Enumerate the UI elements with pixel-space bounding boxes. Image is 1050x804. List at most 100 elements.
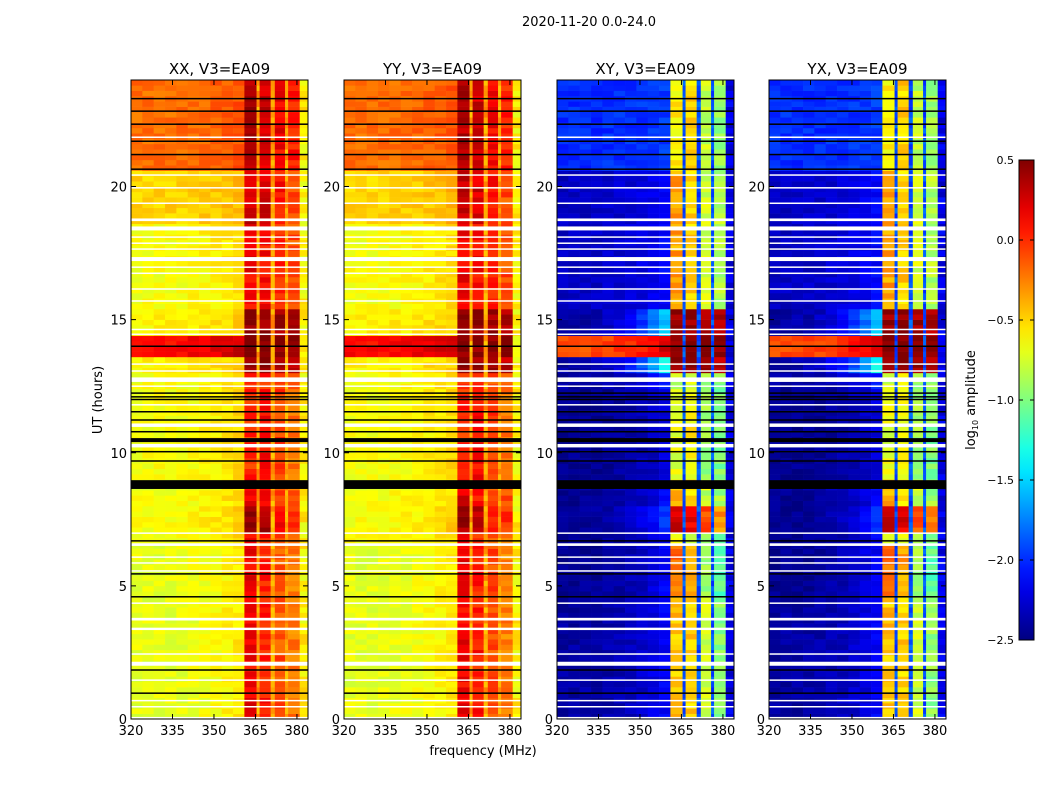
heatmap-cell bbox=[288, 213, 300, 219]
flagged-row bbox=[131, 618, 308, 621]
heatmap-cell bbox=[222, 197, 234, 203]
heatmap-cell bbox=[488, 357, 499, 363]
heatmap-cell bbox=[355, 282, 367, 288]
heatmap-cell bbox=[501, 405, 513, 411]
heatmap-cell bbox=[636, 714, 648, 720]
heatmap-cell bbox=[244, 453, 256, 459]
heatmap-cell bbox=[257, 91, 260, 97]
heatmap-cell bbox=[470, 714, 473, 720]
black-row bbox=[131, 480, 308, 489]
heatmap-cell bbox=[288, 549, 300, 555]
heatmap-cell bbox=[154, 634, 166, 640]
heatmap-cell bbox=[412, 208, 424, 214]
heatmap-cell bbox=[488, 208, 499, 214]
heatmap-cell bbox=[244, 405, 256, 411]
heatmap-cell bbox=[648, 613, 660, 619]
heatmap-cell bbox=[513, 522, 522, 528]
heatmap-cell bbox=[488, 144, 499, 150]
heatmap-cell bbox=[457, 91, 469, 97]
heatmap-cell bbox=[257, 250, 260, 256]
heatmap-cell bbox=[498, 506, 501, 512]
heatmap-cell bbox=[412, 128, 424, 134]
heatmap-cell bbox=[389, 426, 401, 432]
heatmap-cell bbox=[271, 703, 275, 709]
heatmap-cell bbox=[288, 346, 300, 352]
heatmap-cell bbox=[233, 128, 245, 134]
heatmap-cell bbox=[260, 144, 271, 150]
heatmap-cell bbox=[513, 517, 522, 523]
heatmap-cell bbox=[300, 245, 309, 251]
heatmap-cell bbox=[344, 160, 356, 166]
heatmap-cell bbox=[473, 714, 484, 720]
heatmap-cell bbox=[557, 682, 569, 688]
heatmap-cell bbox=[300, 586, 309, 592]
heatmap-cell bbox=[271, 634, 275, 640]
heatmap-cell bbox=[488, 682, 499, 688]
heatmap-cell bbox=[401, 559, 413, 565]
heatmap-cell bbox=[435, 362, 447, 368]
heatmap-cell bbox=[423, 112, 435, 118]
heatmap-cell bbox=[501, 644, 513, 650]
heatmap-cell bbox=[355, 80, 367, 86]
heatmap-cell bbox=[367, 495, 379, 501]
heatmap-cell bbox=[498, 91, 501, 97]
heatmap-cell bbox=[199, 133, 211, 139]
heatmap-cell bbox=[176, 506, 188, 512]
heatmap-cell bbox=[501, 330, 513, 336]
heatmap-cell bbox=[470, 463, 473, 469]
heatmap-cell bbox=[176, 293, 188, 299]
heatmap-cell bbox=[285, 80, 288, 86]
heatmap-cell bbox=[176, 112, 188, 118]
heatmap-cell bbox=[176, 527, 188, 533]
flagged-row bbox=[344, 203, 521, 205]
heatmap-cell bbox=[131, 208, 143, 214]
heatmap-cell bbox=[210, 575, 222, 581]
heatmap-cell bbox=[165, 644, 177, 650]
heatmap-cell bbox=[257, 506, 260, 512]
heatmap-cell bbox=[446, 101, 458, 107]
heatmap-cell bbox=[513, 123, 522, 129]
heatmap-cell bbox=[488, 453, 499, 459]
black-row bbox=[131, 573, 308, 575]
heatmap-cell bbox=[344, 133, 356, 139]
heatmap-cell bbox=[188, 330, 200, 336]
heatmap-cell bbox=[176, 714, 188, 720]
heatmap-cell bbox=[285, 682, 288, 688]
heatmap-cell bbox=[285, 708, 288, 714]
heatmap-cell bbox=[355, 304, 367, 310]
heatmap-cell bbox=[131, 517, 143, 523]
heatmap-cell bbox=[199, 330, 211, 336]
heatmap-cell bbox=[557, 687, 569, 693]
heatmap-cell bbox=[488, 128, 499, 134]
heatmap-cell bbox=[300, 575, 309, 581]
heatmap-cell bbox=[389, 655, 401, 661]
heatmap-cell bbox=[625, 687, 637, 693]
heatmap-cell bbox=[285, 549, 288, 555]
heatmap-cell bbox=[165, 282, 177, 288]
heatmap-cell bbox=[435, 463, 447, 469]
heatmap-cell bbox=[199, 208, 211, 214]
heatmap-cell bbox=[367, 192, 379, 198]
heatmap-cell bbox=[275, 495, 286, 501]
heatmap-cell bbox=[199, 282, 211, 288]
heatmap-cell bbox=[188, 687, 200, 693]
heatmap-cell bbox=[473, 192, 484, 198]
heatmap-cell bbox=[513, 405, 522, 411]
heatmap-cell bbox=[199, 197, 211, 203]
heatmap-cell bbox=[199, 155, 211, 161]
heatmap-cell bbox=[210, 469, 222, 475]
heatmap-cell bbox=[457, 613, 469, 619]
heatmap-cell bbox=[131, 426, 143, 432]
heatmap-cell bbox=[488, 320, 499, 326]
heatmap-cell bbox=[131, 101, 143, 107]
heatmap-cell bbox=[131, 245, 143, 251]
heatmap-cell bbox=[389, 490, 401, 496]
heatmap-cell bbox=[501, 213, 513, 219]
heatmap-cell bbox=[300, 144, 309, 150]
heatmap-cell bbox=[260, 362, 271, 368]
heatmap-cell bbox=[498, 469, 501, 475]
heatmap-cell bbox=[636, 682, 648, 688]
heatmap-cell bbox=[288, 293, 300, 299]
heatmap-cell bbox=[636, 607, 648, 613]
heatmap-cell bbox=[683, 714, 686, 720]
